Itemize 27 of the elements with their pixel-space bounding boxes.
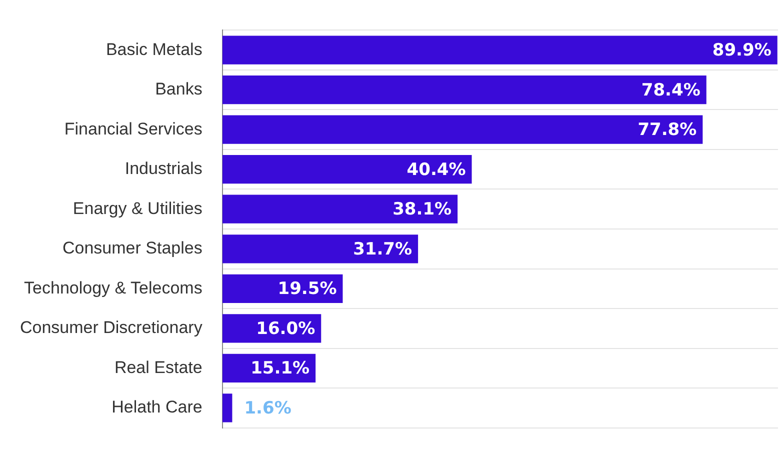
bar	[222, 76, 706, 104]
y-tick-label: Real Estate	[114, 358, 202, 377]
bar	[222, 36, 778, 64]
y-tick-label: Consumer Discretionary	[20, 318, 203, 338]
bar	[222, 394, 232, 422]
data-label: 31.7%	[353, 239, 412, 260]
bar	[222, 115, 703, 144]
data-label: 89.9%	[712, 40, 772, 60]
y-tick-label: Helath Care	[112, 398, 202, 417]
bar	[222, 194, 458, 224]
y-tick-label: Financial Services	[64, 119, 202, 138]
y-tick-label: Enargy & Utilities	[72, 198, 202, 218]
y-tick-label: Industrials	[124, 159, 202, 178]
y-tick-label: Consumer Staples	[62, 238, 202, 258]
y-tick-label: Basic Metals	[106, 40, 202, 59]
data-label: 78.4%	[641, 80, 700, 100]
bar	[222, 234, 418, 264]
data-label: 38.1%	[392, 200, 452, 220]
data-label: 77.8%	[638, 120, 697, 140]
data-label: 19.5%	[278, 279, 337, 300]
data-label: 1.6%	[244, 398, 292, 418]
data-label: 40.4%	[406, 160, 466, 180]
bar	[222, 155, 472, 184]
y-tick-label: Banks	[155, 80, 202, 99]
data-label: 15.1%	[250, 358, 310, 379]
y-tick-label: Technology & Telecoms	[24, 278, 202, 298]
data-label: 16.0%	[256, 318, 316, 339]
